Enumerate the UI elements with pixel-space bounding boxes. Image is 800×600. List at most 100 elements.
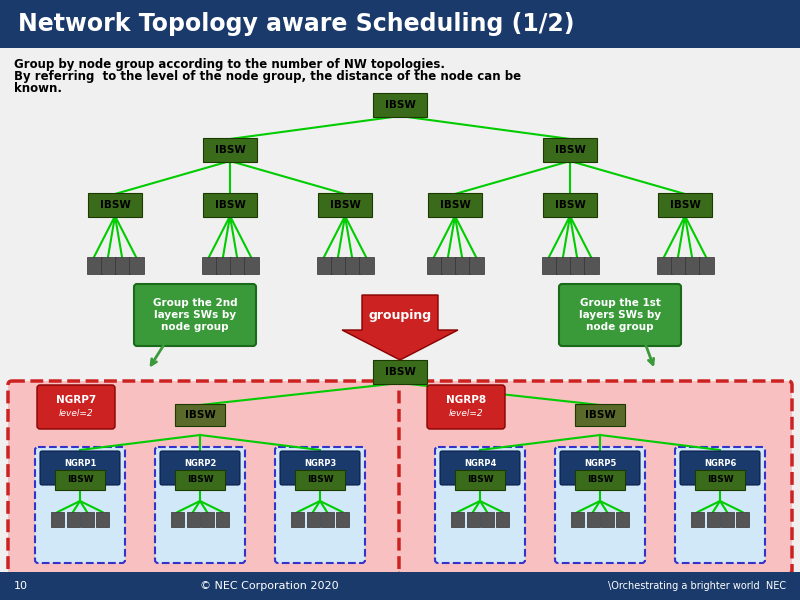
Text: level=1: level=1 <box>186 470 214 479</box>
Text: NGRP4: NGRP4 <box>464 458 496 467</box>
Text: By referring  to the level of the node group, the distance of the node can be: By referring to the level of the node gr… <box>14 70 521 83</box>
Text: IBSW: IBSW <box>186 475 214 485</box>
Text: IBSW: IBSW <box>185 410 215 420</box>
FancyBboxPatch shape <box>175 470 225 490</box>
FancyBboxPatch shape <box>0 0 800 48</box>
Text: IBSW: IBSW <box>554 200 586 210</box>
FancyBboxPatch shape <box>675 447 765 563</box>
Text: level=1: level=1 <box>466 470 494 479</box>
FancyBboxPatch shape <box>601 511 614 527</box>
FancyBboxPatch shape <box>560 451 640 485</box>
Text: 10: 10 <box>14 581 28 591</box>
FancyBboxPatch shape <box>559 284 681 346</box>
Text: NGRP3: NGRP3 <box>304 458 336 467</box>
FancyBboxPatch shape <box>440 451 520 485</box>
FancyBboxPatch shape <box>40 451 120 485</box>
FancyBboxPatch shape <box>670 257 686 274</box>
FancyBboxPatch shape <box>0 572 800 600</box>
FancyBboxPatch shape <box>695 470 745 490</box>
FancyBboxPatch shape <box>114 257 130 274</box>
FancyBboxPatch shape <box>441 257 455 274</box>
Text: NGRP2: NGRP2 <box>184 458 216 467</box>
Text: \Orchestrating a brighter world  NEC: \Orchestrating a brighter world NEC <box>608 581 786 591</box>
FancyBboxPatch shape <box>685 257 699 274</box>
FancyBboxPatch shape <box>51 511 64 527</box>
FancyBboxPatch shape <box>321 511 334 527</box>
Text: IBSW: IBSW <box>99 200 130 210</box>
FancyBboxPatch shape <box>129 257 143 274</box>
FancyBboxPatch shape <box>101 257 115 274</box>
FancyBboxPatch shape <box>698 257 714 274</box>
FancyBboxPatch shape <box>134 284 256 346</box>
Text: IBSW: IBSW <box>586 475 614 485</box>
FancyBboxPatch shape <box>721 511 734 527</box>
Text: grouping: grouping <box>369 308 431 322</box>
Text: IBSW: IBSW <box>439 200 470 210</box>
FancyBboxPatch shape <box>481 511 494 527</box>
FancyBboxPatch shape <box>358 257 374 274</box>
FancyBboxPatch shape <box>657 257 671 274</box>
FancyBboxPatch shape <box>88 193 142 217</box>
Text: IBSW: IBSW <box>385 367 415 377</box>
FancyBboxPatch shape <box>175 404 225 426</box>
FancyBboxPatch shape <box>318 193 372 217</box>
FancyBboxPatch shape <box>455 470 505 490</box>
FancyBboxPatch shape <box>35 447 125 563</box>
FancyBboxPatch shape <box>345 257 359 274</box>
Text: level=1: level=1 <box>66 470 94 479</box>
FancyBboxPatch shape <box>575 404 625 426</box>
FancyBboxPatch shape <box>542 257 557 274</box>
FancyBboxPatch shape <box>706 511 719 527</box>
FancyBboxPatch shape <box>96 511 109 527</box>
Text: IBSW: IBSW <box>214 200 246 210</box>
FancyBboxPatch shape <box>435 447 525 563</box>
Text: Group the 2nd
layers SWs by
node group: Group the 2nd layers SWs by node group <box>153 298 238 332</box>
FancyBboxPatch shape <box>399 381 792 574</box>
Text: level=1: level=1 <box>306 470 334 479</box>
FancyBboxPatch shape <box>496 511 509 527</box>
FancyBboxPatch shape <box>243 257 258 274</box>
FancyBboxPatch shape <box>203 138 257 162</box>
Text: level=1: level=1 <box>706 470 734 479</box>
Text: NGRP7: NGRP7 <box>56 395 96 405</box>
Text: Group the 1st
layers SWs by
node group: Group the 1st layers SWs by node group <box>579 298 661 332</box>
Text: Network Topology aware Scheduling (1/2): Network Topology aware Scheduling (1/2) <box>18 12 574 36</box>
FancyBboxPatch shape <box>215 257 230 274</box>
FancyBboxPatch shape <box>466 511 479 527</box>
FancyBboxPatch shape <box>330 257 346 274</box>
FancyBboxPatch shape <box>555 447 645 563</box>
Text: NGRP5: NGRP5 <box>584 458 616 467</box>
FancyBboxPatch shape <box>155 447 245 563</box>
FancyBboxPatch shape <box>543 138 597 162</box>
FancyBboxPatch shape <box>86 257 102 274</box>
FancyBboxPatch shape <box>66 511 79 527</box>
FancyBboxPatch shape <box>427 385 505 429</box>
FancyBboxPatch shape <box>570 257 585 274</box>
FancyBboxPatch shape <box>555 257 570 274</box>
Text: © NEC Corporation 2020: © NEC Corporation 2020 <box>200 581 338 591</box>
FancyBboxPatch shape <box>575 470 625 490</box>
Text: Group by node group according to the number of NW topologies.: Group by node group according to the num… <box>14 58 445 71</box>
Text: IBSW: IBSW <box>214 145 246 155</box>
Text: IBSW: IBSW <box>330 200 361 210</box>
Text: IBSW: IBSW <box>554 145 586 155</box>
FancyBboxPatch shape <box>680 451 760 485</box>
FancyBboxPatch shape <box>295 470 345 490</box>
FancyBboxPatch shape <box>81 511 94 527</box>
Text: NGRP8: NGRP8 <box>446 395 486 405</box>
FancyBboxPatch shape <box>8 381 401 574</box>
FancyBboxPatch shape <box>230 257 245 274</box>
FancyBboxPatch shape <box>451 511 464 527</box>
FancyBboxPatch shape <box>37 385 115 429</box>
Text: level=1: level=1 <box>586 470 614 479</box>
FancyBboxPatch shape <box>586 511 599 527</box>
Text: known.: known. <box>14 82 62 95</box>
FancyBboxPatch shape <box>336 511 349 527</box>
Text: level=2: level=2 <box>449 409 483 419</box>
FancyBboxPatch shape <box>291 511 304 527</box>
FancyBboxPatch shape <box>736 511 749 527</box>
FancyBboxPatch shape <box>428 193 482 217</box>
FancyBboxPatch shape <box>454 257 470 274</box>
Text: IBSW: IBSW <box>66 475 94 485</box>
FancyBboxPatch shape <box>317 257 331 274</box>
